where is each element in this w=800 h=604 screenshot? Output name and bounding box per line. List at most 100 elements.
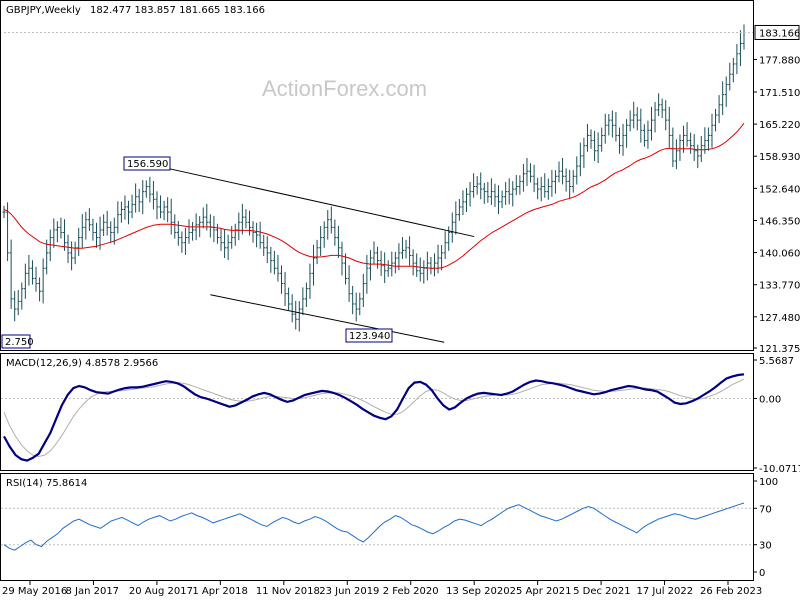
price-bar <box>41 258 45 304</box>
macd-line <box>3 373 745 462</box>
price-bar <box>617 127 621 154</box>
price-bar <box>9 239 13 310</box>
price-bar <box>162 200 166 221</box>
price-tick-label: 140.060 <box>759 249 800 260</box>
price-bar <box>543 173 547 198</box>
x-tick-label: 13 Sep 2020 <box>446 586 509 597</box>
macd-tick-label: -10.0717 <box>759 464 800 475</box>
price-bar <box>137 188 141 213</box>
price-bar <box>180 231 184 253</box>
axis-layer: 183.166 177.880 171.510 165.220 158.930 152.6… <box>2 24 800 597</box>
price-bar <box>73 241 77 265</box>
price-bar <box>465 188 468 213</box>
price-bar <box>614 111 618 142</box>
price-bar <box>596 132 600 164</box>
price-tick-label: 146.350 <box>759 216 800 227</box>
price-bar <box>312 244 316 286</box>
price-bar <box>258 221 262 249</box>
price-bar <box>443 231 447 260</box>
price-bar <box>84 211 88 240</box>
price-bar <box>400 237 404 260</box>
price-bar <box>240 203 244 235</box>
price-bar <box>571 170 575 193</box>
x-tick-label: 20 Aug 2017 <box>129 586 193 597</box>
price-bar <box>55 221 59 243</box>
price-bar <box>322 221 326 248</box>
price-bar <box>486 181 490 203</box>
price-bar <box>230 226 234 249</box>
price-bar <box>714 108 718 132</box>
price-bar <box>461 190 465 216</box>
price-bar <box>6 202 10 262</box>
price-annotation-label: 123.940 <box>349 331 390 342</box>
price-bar <box>52 218 56 248</box>
price-bar <box>454 201 458 235</box>
price-bar <box>80 214 84 248</box>
price-bar <box>418 257 422 282</box>
price-bar <box>411 249 415 276</box>
price-bar <box>717 95 721 124</box>
price-annotation-box <box>345 328 393 343</box>
price-bar <box>347 265 351 302</box>
price-bar <box>674 139 678 170</box>
price-bar <box>582 137 586 169</box>
x-tick-label: 17 Jul 2022 <box>637 586 694 597</box>
price-bar <box>91 218 95 241</box>
price-bar <box>205 203 209 231</box>
price-bar <box>95 222 98 248</box>
price-bar <box>383 252 387 284</box>
price-bar <box>48 229 52 262</box>
price-bar <box>59 217 63 239</box>
channel-trendline <box>210 294 445 343</box>
price-bar <box>468 181 472 207</box>
price-bar <box>660 98 664 119</box>
price-bar <box>38 277 42 302</box>
price-bar <box>287 287 291 311</box>
price-bar <box>319 226 323 256</box>
price-bar <box>553 170 557 194</box>
price-bar <box>315 239 319 265</box>
price-tick-label: 133.770 <box>759 281 800 292</box>
price-bar <box>326 210 330 240</box>
rsi-tick-label: 30 <box>759 541 772 552</box>
rsi-layer <box>1 502 753 551</box>
price-bar <box>340 241 344 276</box>
price-bar <box>109 221 113 243</box>
price-bar <box>127 200 131 225</box>
price-bar <box>489 178 493 205</box>
price-bar <box>45 239 49 275</box>
x-tick-label: 26 Feb 2023 <box>700 586 762 597</box>
price-bar <box>578 142 582 177</box>
price-bar <box>610 110 614 138</box>
price-bar <box>539 176 543 202</box>
price-bar <box>600 127 604 152</box>
price-bar <box>689 132 693 154</box>
price-bar <box>514 175 518 196</box>
price-bar <box>575 156 579 185</box>
price-bar <box>255 222 259 248</box>
price-bar <box>219 227 223 251</box>
price-bar <box>144 180 148 198</box>
rsi-tick-label: 70 <box>759 504 772 515</box>
price-bar <box>440 244 444 271</box>
price-annotation-label: 156.590 <box>127 159 168 170</box>
price-bar <box>344 253 348 285</box>
price-bar <box>123 195 127 220</box>
price-bar <box>304 282 308 308</box>
price-bar <box>628 110 632 132</box>
macd-title: MACD(12,26,9) 4.8578 2.9566 <box>6 358 158 369</box>
price-bar <box>269 246 273 273</box>
price-bar <box>386 260 390 277</box>
price-bar <box>169 198 173 235</box>
price-bar <box>116 201 120 234</box>
price-bar <box>585 123 589 152</box>
price-bar <box>23 263 27 299</box>
price-bar <box>497 185 501 215</box>
price-bar <box>721 81 725 116</box>
price-tick-label: 165.220 <box>759 120 800 131</box>
price-bar <box>457 199 461 221</box>
price-bar <box>475 176 479 195</box>
price-tick-label: 121.375 <box>759 344 800 355</box>
price-tick-label: 158.930 <box>759 152 800 163</box>
